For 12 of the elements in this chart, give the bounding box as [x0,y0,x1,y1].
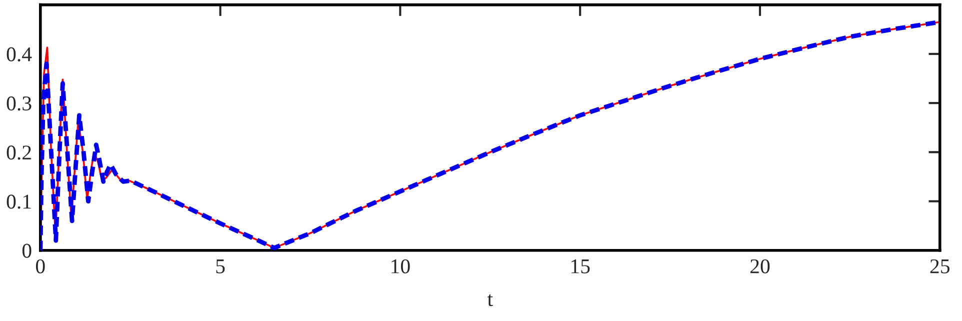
y-tick-label: 0.4 [6,47,32,62]
y-tick-label: 0.1 [6,194,31,209]
x-tick-label: 0 [36,259,45,274]
y-tick-label: 0.3 [6,96,32,111]
x-tick-label: 20 [750,259,770,274]
x-tick-label: 25 [930,259,950,274]
x-axis-title: t [487,294,493,306]
y-tick-label: 0 [22,244,32,258]
y-tick-label: 0.2 [6,146,31,160]
x-tick-label: 15 [572,259,590,274]
x-tick-label: 10 [392,259,410,274]
x-tick-label: 5 [216,260,225,274]
